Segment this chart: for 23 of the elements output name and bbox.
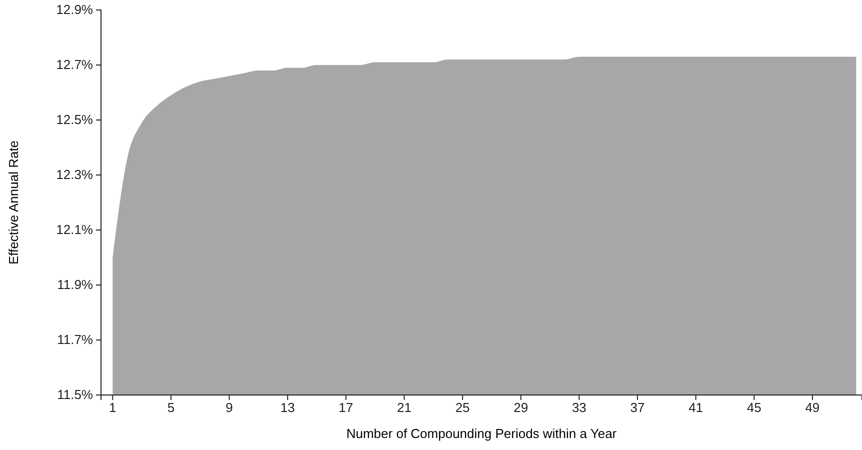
x-tick-label: 49	[805, 400, 820, 416]
x-tick-label: 29	[514, 400, 528, 416]
y-tick-label: 11.9%	[57, 277, 94, 292]
x-tick-label: 45	[746, 400, 762, 416]
x-tick-label: 37	[630, 400, 645, 416]
y-tick-label: 11.5%	[57, 387, 94, 402]
y-tick-label: 12.5%	[56, 112, 94, 128]
x-tick-label: 17	[338, 400, 354, 416]
x-tick-label: 13	[280, 400, 295, 416]
x-tick-label: 21	[397, 400, 412, 416]
x-tick-label: 25	[455, 400, 470, 416]
y-tick-label: 12.1%	[56, 222, 94, 238]
x-tick-label: 41	[688, 400, 704, 416]
y-tick-label: 12.3%	[56, 167, 94, 182]
x-tick-label: 1	[109, 400, 116, 416]
x-axis-title: Number of Compounding Periods within a Year	[346, 426, 618, 441]
x-tick-label: 33	[572, 400, 586, 416]
y-tick-label: 11.7%	[57, 332, 94, 348]
y-tick-label: 12.9%	[56, 2, 94, 18]
x-tick-label: 5	[167, 400, 175, 416]
y-axis-title: Effective Annual Rate	[6, 140, 21, 265]
x-tick-label: 9	[226, 400, 233, 416]
y-tick-label: 12.7%	[56, 57, 94, 72]
